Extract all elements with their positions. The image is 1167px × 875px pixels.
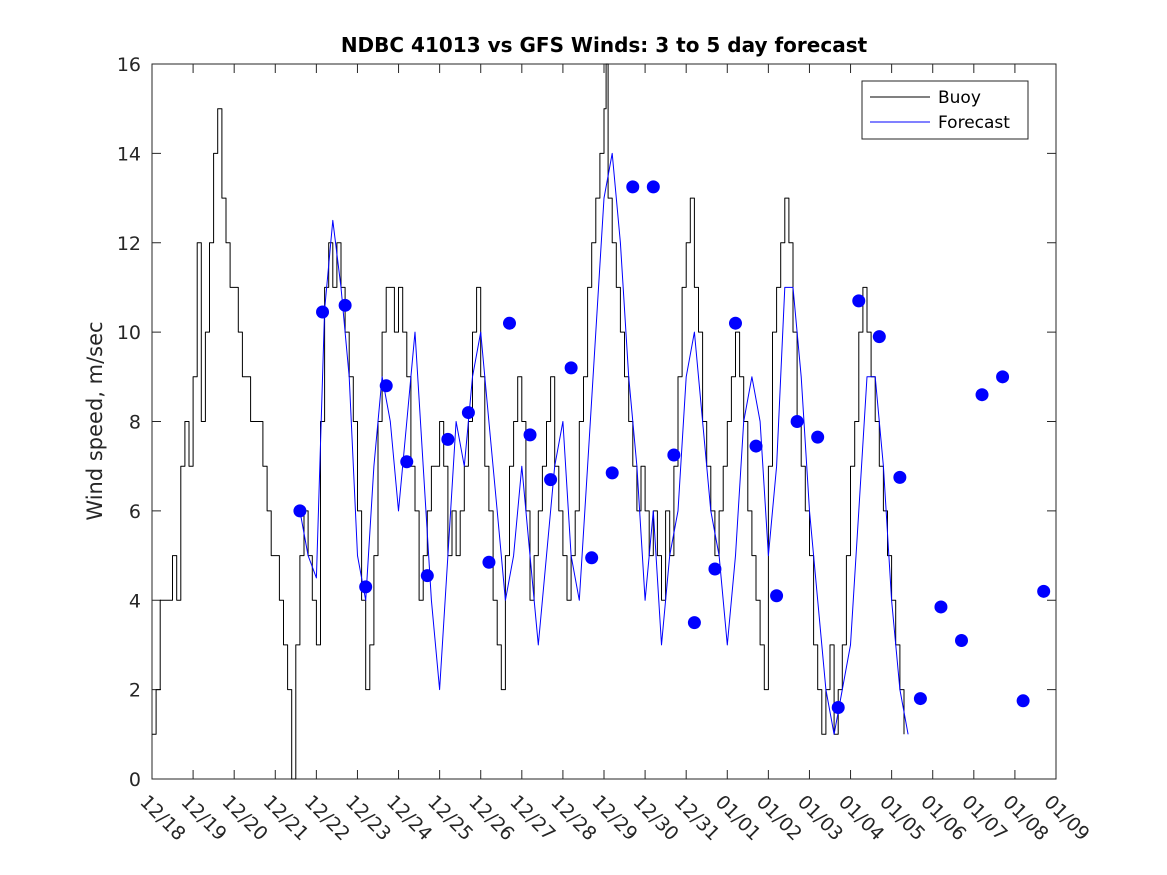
forecast-marker — [667, 448, 681, 462]
forecast-marker — [934, 600, 948, 614]
forecast-marker — [728, 316, 742, 330]
forecast-marker — [708, 562, 722, 576]
y-tick-label: 12 — [117, 233, 141, 255]
forecast-marker — [996, 370, 1010, 384]
forecast-marker — [316, 305, 330, 319]
forecast-marker — [564, 361, 578, 375]
forecast-marker — [770, 589, 784, 603]
forecast-marker — [400, 455, 414, 469]
plot-frame — [151, 63, 1057, 780]
y-tick-label: 14 — [117, 143, 141, 165]
forecast-marker — [482, 555, 496, 569]
y-tick-label: 0 — [129, 769, 141, 791]
legend-label-buoy: Buoy — [938, 88, 981, 108]
forecast-marker — [626, 180, 640, 194]
forecast-marker — [811, 430, 825, 444]
series-line-buoy — [152, 63, 905, 780]
y-tick-label: 8 — [129, 412, 141, 434]
forecast-marker — [420, 569, 434, 583]
forecast-marker — [1037, 584, 1051, 598]
legend-box — [861, 80, 1029, 140]
forecast-marker — [293, 504, 307, 518]
forecast-marker — [379, 379, 393, 393]
y-tick-label: 6 — [129, 501, 141, 523]
forecast-marker — [749, 439, 763, 453]
forecast-marker — [872, 330, 886, 344]
y-tick-label: 2 — [129, 680, 141, 702]
y-axis-title: Wind speed, m/sec — [83, 321, 107, 520]
forecast-marker — [975, 388, 989, 402]
forecast-marker — [605, 466, 619, 480]
y-tick-label: 10 — [117, 322, 141, 344]
forecast-marker — [646, 180, 660, 194]
forecast-marker — [544, 473, 558, 487]
forecast-marker — [790, 415, 804, 428]
forecast-marker — [893, 470, 907, 484]
forecast-marker — [852, 294, 866, 308]
forecast-marker — [913, 692, 927, 706]
forecast-marker — [954, 633, 968, 647]
forecast-markers — [293, 180, 1051, 714]
chart-title: NDBC 41013 vs GFS Winds: 3 to 5 day fore… — [341, 33, 868, 57]
forecast-marker — [1016, 694, 1030, 708]
y-tick-label: 16 — [117, 54, 141, 76]
y-tick-label: 4 — [129, 590, 141, 612]
forecast-marker — [687, 616, 701, 630]
forecast-marker — [441, 432, 455, 446]
forecast-marker — [523, 428, 537, 442]
series-layer — [152, 63, 909, 780]
forecast-marker — [338, 298, 352, 312]
forecast-marker — [461, 406, 475, 420]
series-line-forecast — [299, 152, 909, 735]
legend: Buoy Forecast — [861, 80, 1029, 140]
forecast-marker — [502, 316, 516, 330]
forecast-marker — [585, 551, 599, 565]
forecast-marker — [359, 580, 373, 594]
legend-label-forecast: Forecast — [938, 113, 1010, 133]
y-axis: 0 2 4 6 8 10 12 14 16 — [117, 54, 1056, 791]
forecast-marker — [831, 701, 845, 714]
